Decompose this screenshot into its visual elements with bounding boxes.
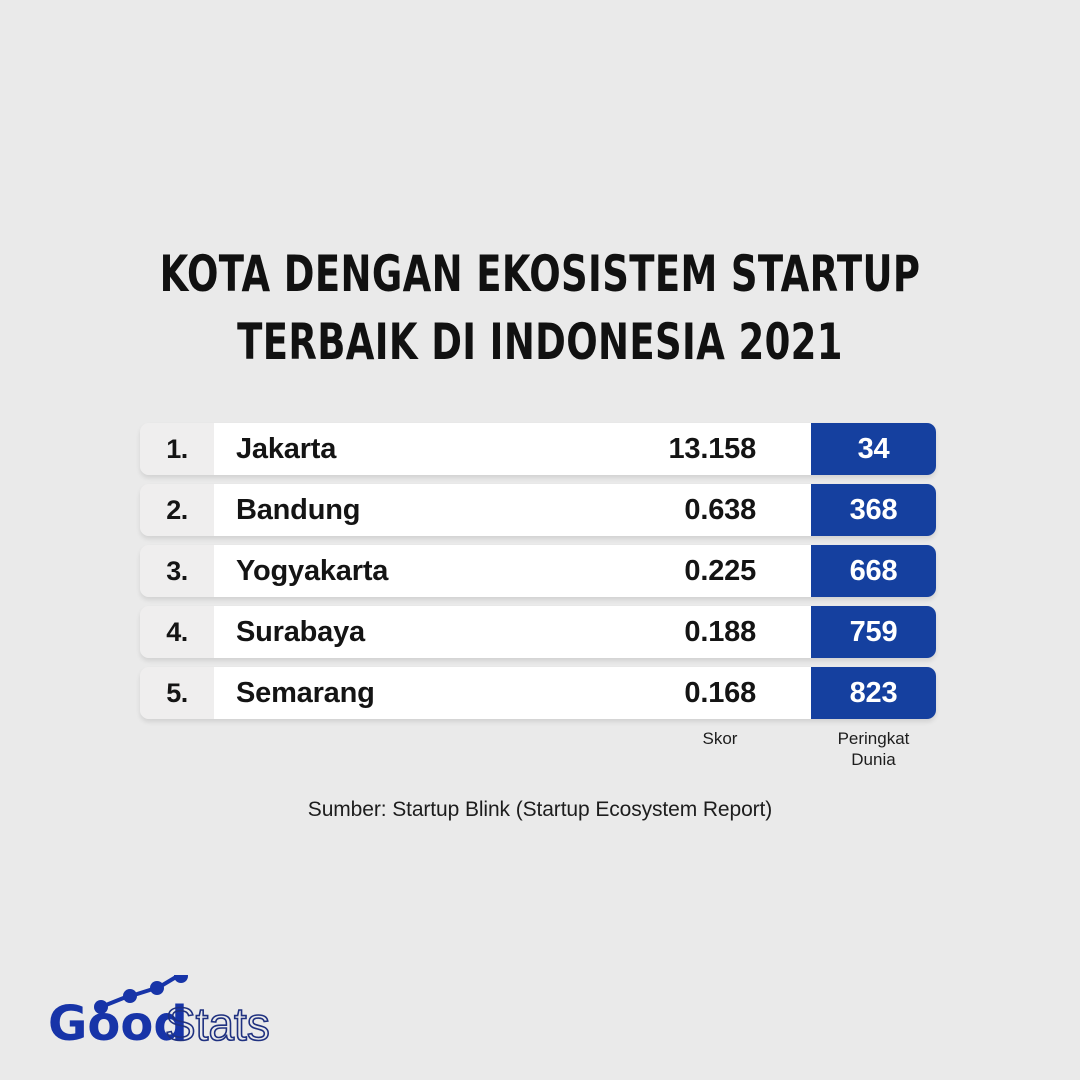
row-score: 0.225 bbox=[541, 545, 811, 597]
table-row: 4. Surabaya 0.188 759 bbox=[140, 606, 936, 658]
ascending-line-chart-dots-icon bbox=[105, 975, 178, 1007]
row-rank: 4. bbox=[140, 606, 214, 658]
row-world-rank-badge: 368 bbox=[811, 484, 936, 536]
table-row: 1. Jakarta 13.158 34 bbox=[140, 423, 936, 475]
column-captions: Skor Peringkat Dunia bbox=[140, 728, 936, 788]
row-world-rank-badge: 668 bbox=[811, 545, 936, 597]
row-world-rank-badge: 34 bbox=[811, 423, 936, 475]
goodstats-logo: Good Stats bbox=[48, 975, 278, 1045]
row-score: 0.638 bbox=[541, 484, 811, 536]
ranking-table: 1. Jakarta 13.158 34 2. Bandung 0.638 36… bbox=[140, 423, 936, 728]
row-city-name: Semarang bbox=[214, 667, 541, 719]
logo-text-bold: Good bbox=[48, 996, 188, 1045]
table-row: 2. Bandung 0.638 368 bbox=[140, 484, 936, 536]
world-rank-caption-line-2: Dunia bbox=[851, 750, 896, 769]
row-score: 13.158 bbox=[541, 423, 811, 475]
world-rank-column-caption: Peringkat Dunia bbox=[811, 728, 936, 770]
row-rank: 3. bbox=[140, 545, 214, 597]
row-city-name: Bandung bbox=[214, 484, 541, 536]
row-rank: 2. bbox=[140, 484, 214, 536]
page-title: KOTA DENGAN EKOSISTEM STARTUP TERBAIK DI… bbox=[0, 240, 1080, 376]
row-score: 0.188 bbox=[541, 606, 811, 658]
logo-text-light: Stats bbox=[165, 998, 270, 1045]
page-title-line-2: TERBAIK DI INDONESIA 2021 bbox=[237, 313, 843, 371]
score-column-caption: Skor bbox=[702, 729, 738, 748]
row-world-rank-badge: 759 bbox=[811, 606, 936, 658]
page-title-line-1: KOTA DENGAN EKOSISTEM STARTUP bbox=[159, 245, 921, 303]
row-world-rank-badge: 823 bbox=[811, 667, 936, 719]
table-row: 3. Yogyakarta 0.225 668 bbox=[140, 545, 936, 597]
world-rank-caption-line-1: Peringkat bbox=[837, 729, 910, 748]
table-row: 5. Semarang 0.168 823 bbox=[140, 667, 936, 719]
row-city-name: Jakarta bbox=[214, 423, 541, 475]
row-score: 0.168 bbox=[541, 667, 811, 719]
row-city-name: Yogyakarta bbox=[214, 545, 541, 597]
row-rank: 5. bbox=[140, 667, 214, 719]
source-note: Sumber: Startup Blink (Startup Ecosystem… bbox=[307, 798, 773, 821]
row-rank: 1. bbox=[140, 423, 214, 475]
row-city-name: Surabaya bbox=[214, 606, 541, 658]
